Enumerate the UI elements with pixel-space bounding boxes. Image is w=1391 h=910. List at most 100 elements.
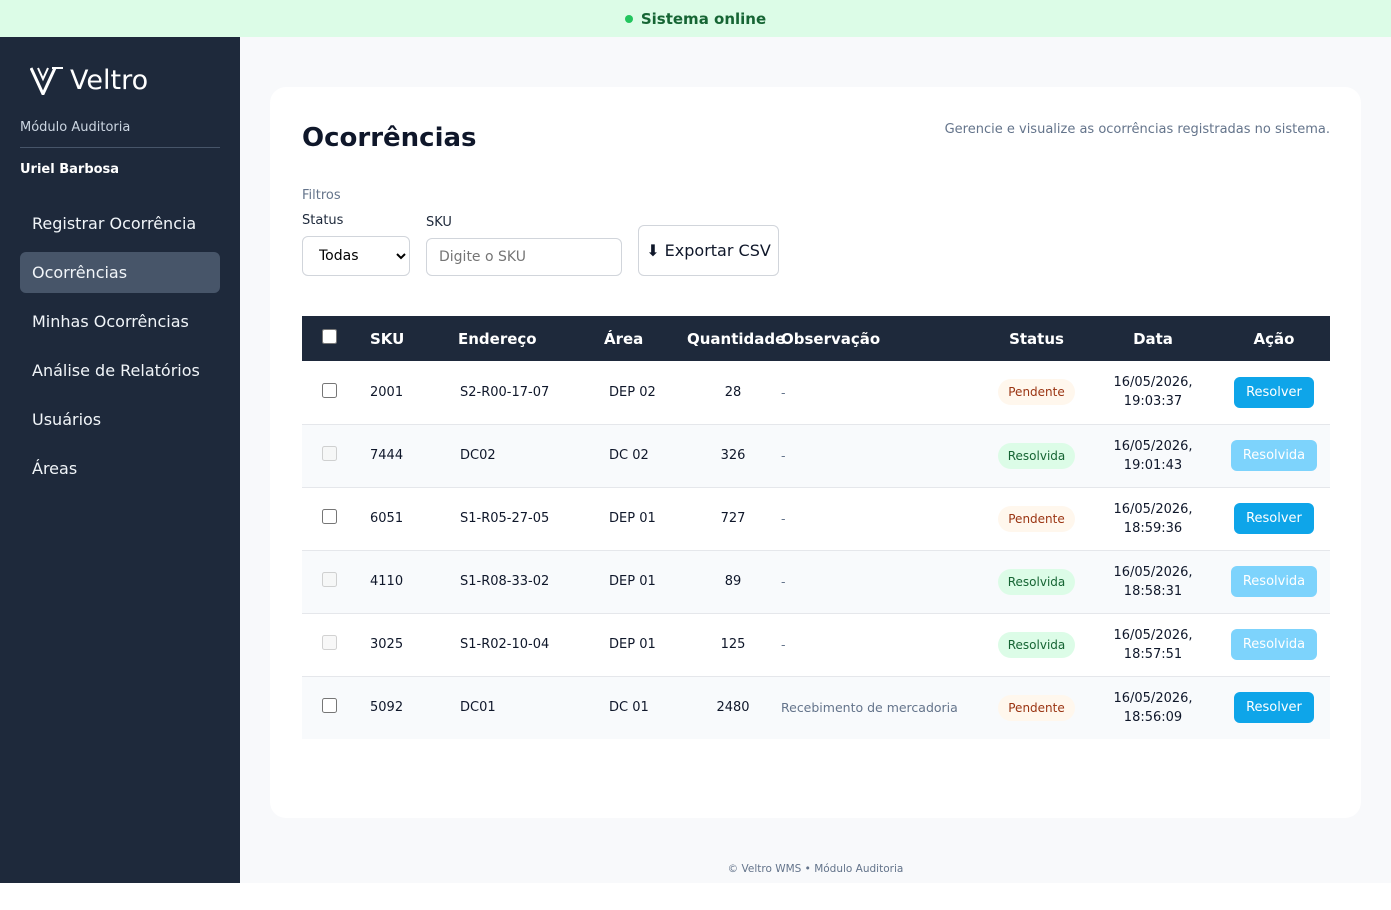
- filters-label: Filtros: [302, 188, 341, 203]
- nav-item[interactable]: Registrar Ocorrência: [32, 214, 197, 233]
- checkbox-cell: [302, 676, 356, 739]
- status-badge: Resolvida: [997, 442, 1076, 469]
- sku-cell: 3025: [356, 613, 446, 677]
- nav-item[interactable]: Ocorrências: [20, 252, 220, 293]
- area-cell: DEP 01: [596, 550, 686, 614]
- row-checkbox[interactable]: [321, 382, 337, 398]
- date-cell: 16/05/2026, 19:03:37: [1088, 361, 1218, 425]
- checkbox-cell: [302, 487, 356, 551]
- status-badge: Pendente: [998, 505, 1075, 532]
- date-cell: 16/05/2026, 18:56:09: [1088, 676, 1218, 739]
- nav: Registrar Ocorrência Ocorrências Minhas Oc…: [20, 203, 220, 489]
- row-checkbox: [321, 446, 337, 461]
- date-text: 16/05/2026, 19:03:37: [1113, 375, 1193, 410]
- date-cell: 16/05/2026, 18:58:31: [1088, 550, 1218, 614]
- column-header: Data: [1088, 316, 1218, 361]
- column-header: Ação: [1218, 316, 1330, 361]
- sku-label: SKU: [426, 215, 452, 230]
- sku-cell: 4110: [356, 550, 446, 614]
- sku-cell: 2001: [356, 361, 446, 425]
- address-cell: S2-R00-17-07: [446, 361, 596, 425]
- nav-item[interactable]: Análise de Relatórios: [32, 361, 200, 380]
- date-text: 16/05/2026, 18:58:31: [1113, 564, 1193, 599]
- column-header: Status: [985, 316, 1088, 361]
- status-cell: Resolvida: [985, 613, 1088, 677]
- brand: Veltro: [30, 65, 220, 96]
- action-button: Resolvida: [1230, 629, 1318, 660]
- action-button[interactable]: Resolver: [1234, 376, 1314, 408]
- action-button[interactable]: Resolver: [1234, 692, 1314, 724]
- action-button: Resolvida: [1230, 440, 1318, 471]
- note-cell: -: [780, 550, 985, 614]
- action-cell: Resolver: [1218, 676, 1330, 739]
- table: SKU Endereço Área Quantidade Observação Statu…: [302, 316, 1330, 739]
- date-text: 16/05/2026, 19:01:43: [1113, 438, 1193, 473]
- area-cell: DEP 01: [596, 487, 686, 551]
- action-button[interactable]: Resolver: [1234, 503, 1314, 534]
- checkbox-cell: [302, 550, 356, 614]
- checkbox-cell: [302, 424, 356, 488]
- status-cell: Resolvida: [985, 424, 1088, 488]
- sku-cell: 6051: [356, 487, 446, 551]
- action-cell: Resolvida: [1218, 550, 1330, 614]
- row-checkbox[interactable]: [321, 509, 337, 524]
- page-subtitle: Gerencie e visualize as ocorrências regi…: [944, 122, 1330, 137]
- column-header: Quantidade: [686, 316, 785, 361]
- brand-name: Veltro: [70, 65, 149, 96]
- area-cell: DEP 02: [596, 361, 686, 425]
- date-cell: 16/05/2026, 19:01:43: [1088, 424, 1218, 488]
- action-cell: Resolvida: [1218, 424, 1330, 488]
- address-cell: DC02: [446, 424, 596, 488]
- sku-input[interactable]: [426, 238, 622, 276]
- date-text: 16/05/2026, 18:59:36: [1113, 501, 1193, 536]
- sku-cell: 5092: [356, 676, 446, 739]
- header-checkbox-cell: [302, 316, 356, 361]
- note-cell: -: [780, 487, 985, 551]
- row-checkbox[interactable]: [321, 698, 337, 714]
- status-text: Sistema online: [640, 9, 767, 28]
- table-row: 6051 S1-R05-27-05 DEP 01 727- Pendente 16/05/…: [302, 487, 1330, 551]
- nav-item[interactable]: Áreas: [32, 459, 78, 478]
- action-cell: Resolver: [1218, 361, 1330, 425]
- status-label: Status: [302, 213, 344, 228]
- address-cell: S1-R08-33-02: [446, 550, 596, 614]
- address-cell: DC01: [446, 676, 596, 739]
- status-bar: Sistema online: [0, 0, 1391, 37]
- date-text: 16/05/2026, 18:57:51: [1113, 627, 1193, 662]
- date-cell: 16/05/2026, 18:57:51: [1088, 613, 1218, 677]
- status-badge: Resolvida: [997, 631, 1076, 658]
- area-cell: DC 02: [596, 424, 686, 488]
- select-all-checkbox[interactable]: [321, 329, 337, 344]
- row-checkbox: [321, 635, 337, 650]
- quantity-cell: 727: [686, 487, 780, 551]
- note-cell: -: [780, 613, 985, 677]
- status-cell: Pendente: [985, 361, 1088, 425]
- address-cell: S1-R02-10-04: [446, 613, 596, 677]
- column-header: Área: [596, 316, 686, 361]
- column-header: Observação: [780, 316, 985, 361]
- status-select[interactable]: Todas: [302, 236, 410, 276]
- quantity-cell: 89: [686, 550, 780, 614]
- table-body: 2001 S2-R00-17-07 DEP 02 28- Pendente 16/05/2…: [302, 361, 1330, 739]
- nav-item[interactable]: Usuários: [32, 410, 102, 429]
- action-button: Resolvida: [1230, 566, 1318, 597]
- export-button[interactable]: ⬇ Exportar CSV: [638, 225, 779, 276]
- row-checkbox: [321, 572, 337, 587]
- action-cell: Resolver: [1218, 487, 1330, 551]
- status-cell: Pendente: [985, 676, 1088, 739]
- date-cell: 16/05/2026, 18:59:36: [1088, 487, 1218, 551]
- status-cell: Resolvida: [985, 550, 1088, 614]
- table-row: 3025 S1-R02-10-04 DEP 01 125- Resolvida 16/05…: [302, 613, 1330, 677]
- date-text: 16/05/2026, 18:56:09: [1113, 690, 1193, 725]
- table-row: 7444 DC02 DC 02 326- Resolvida 16/05/2026, 19…: [302, 424, 1330, 488]
- sku-cell: 7444: [356, 424, 446, 488]
- status-badge: Pendente: [998, 694, 1075, 721]
- status-badge: Pendente: [998, 379, 1075, 406]
- table-header: SKU Endereço Área Quantidade Observação Statu…: [302, 316, 1330, 361]
- logo-icon: [30, 66, 63, 95]
- module-name: Módulo Auditoria: [20, 120, 220, 148]
- nav-item[interactable]: Minhas Ocorrências: [32, 312, 189, 331]
- sidebar: Veltro Módulo Auditoria Uriel Barbosa Re…: [0, 37, 240, 883]
- area-cell: DC 01: [596, 676, 686, 739]
